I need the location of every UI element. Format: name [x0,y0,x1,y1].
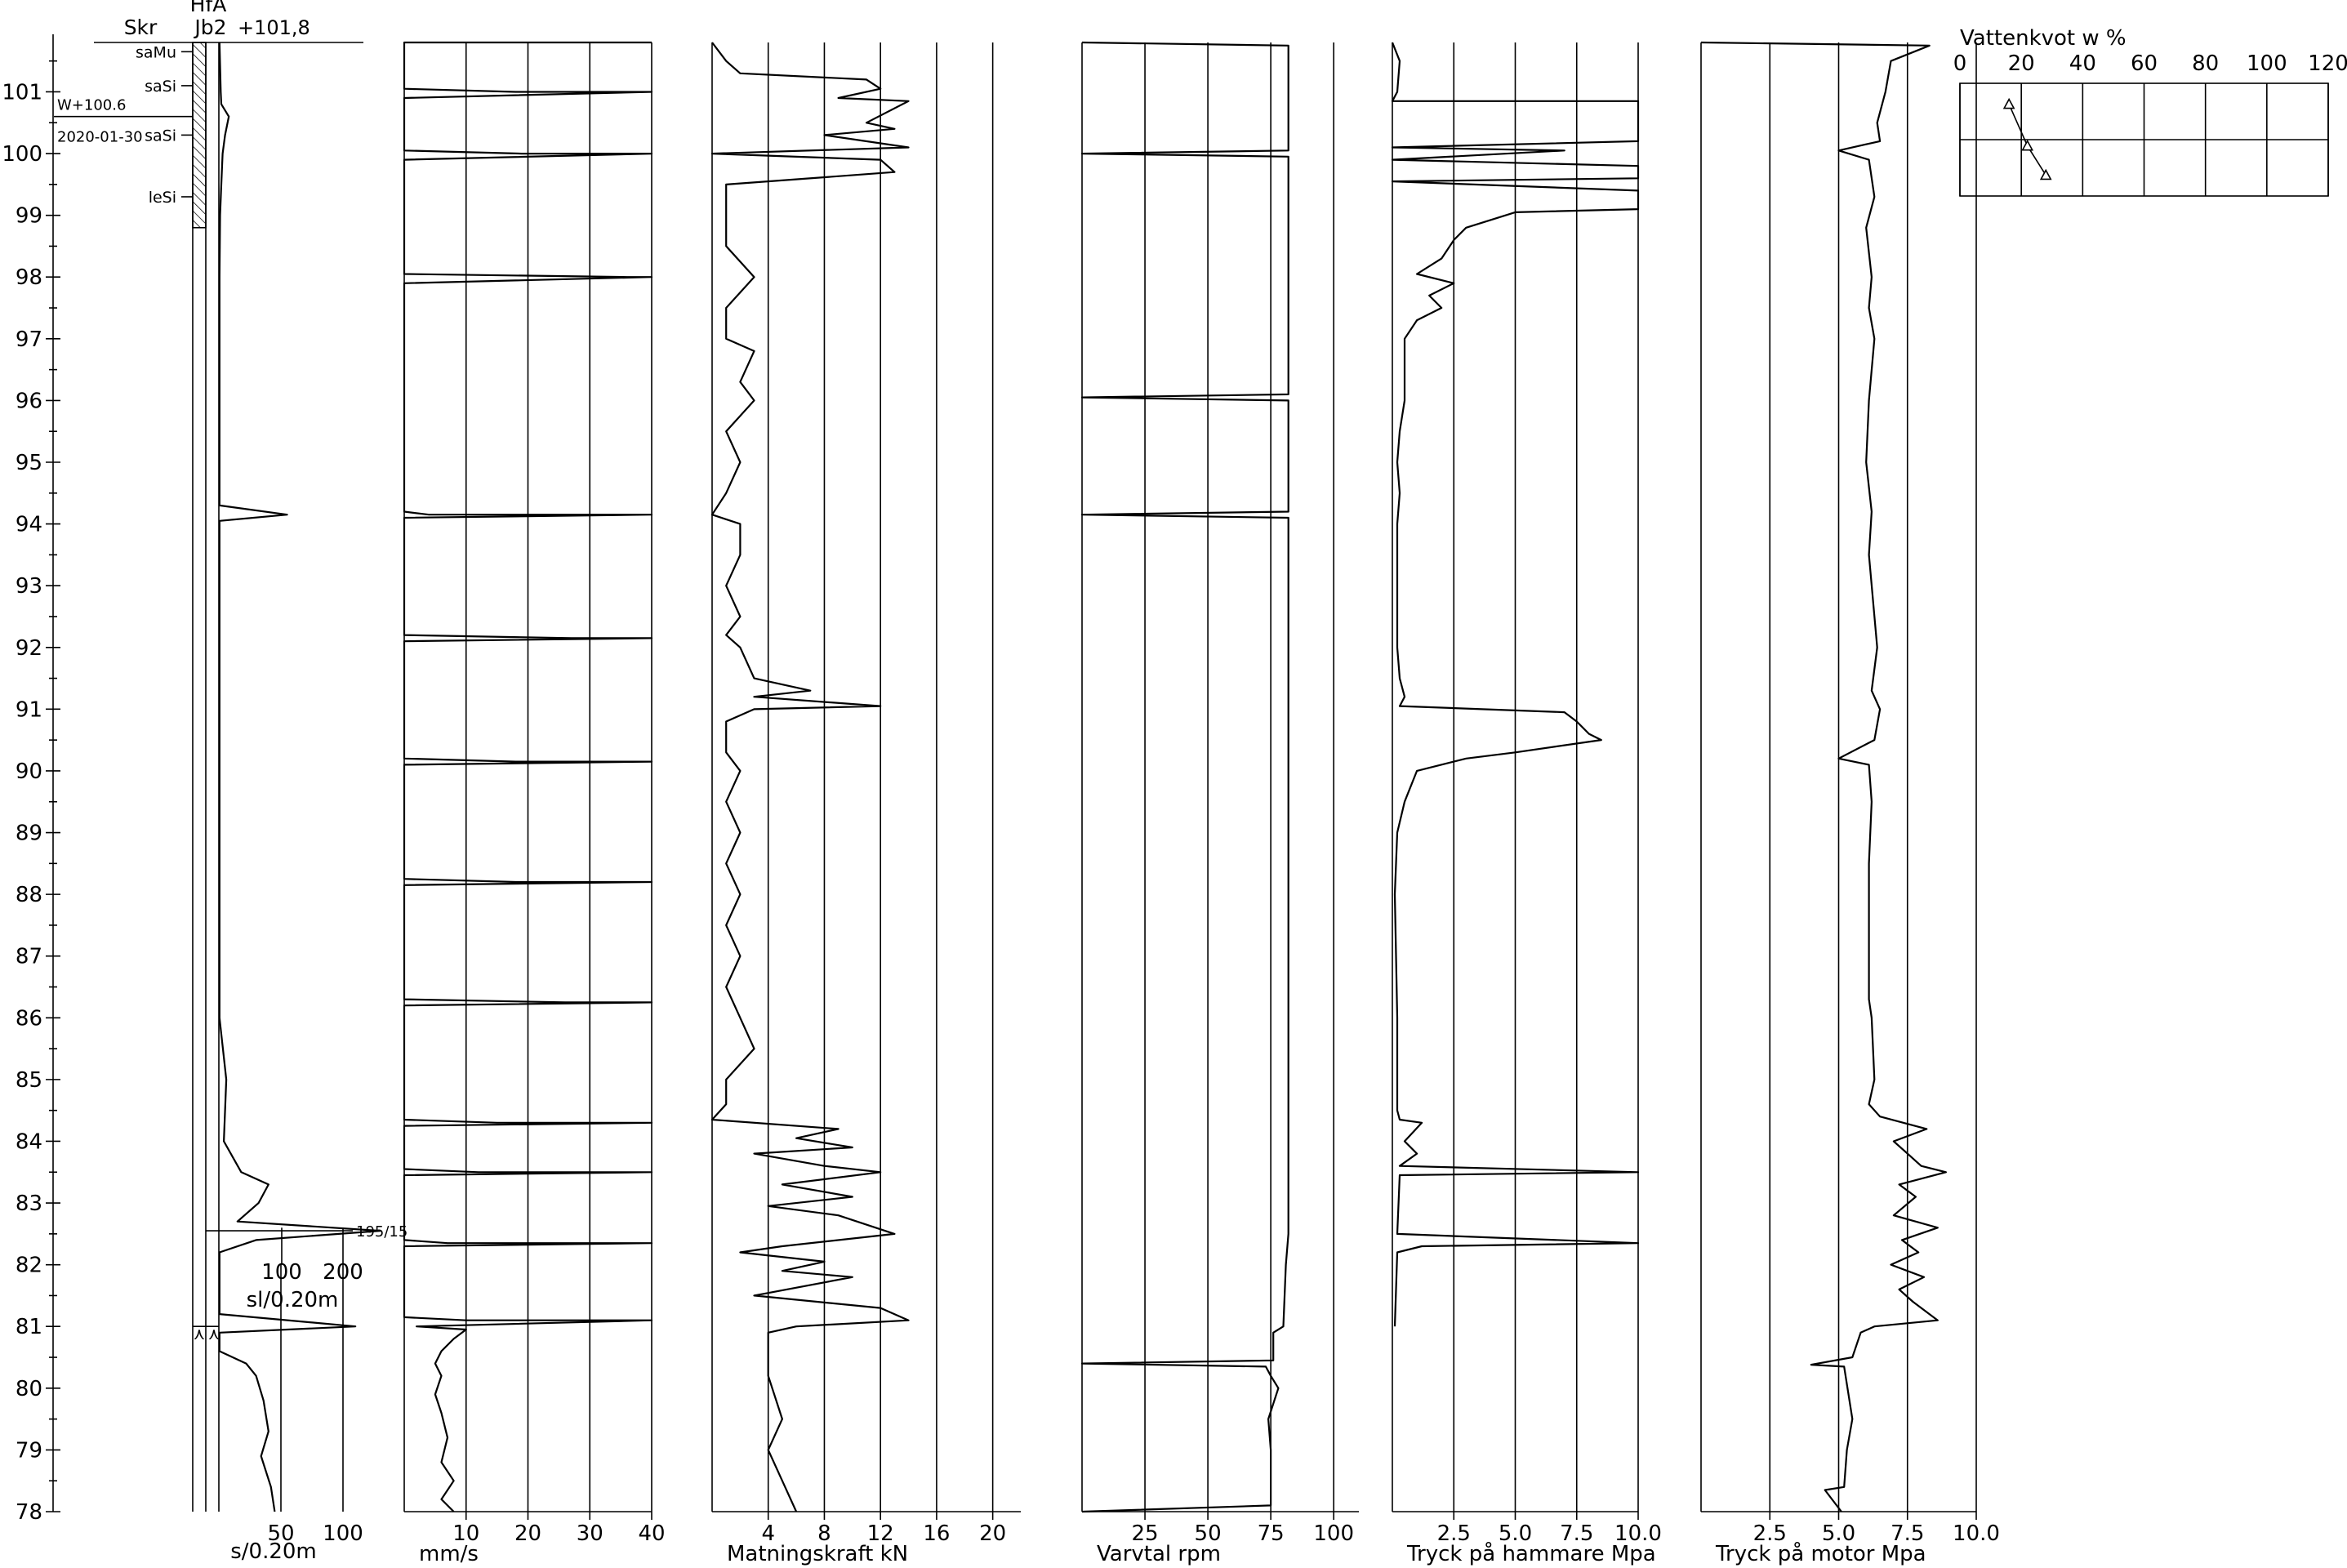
secondary-axis-label: sl/0.20m [247,1288,339,1312]
depth-tick-label: 90 [16,760,42,784]
header-elevation: +101,8 [238,16,310,39]
annotation-195-15: 195/15 [356,1223,407,1241]
groundwater-label: W+100.6 [57,97,126,114]
water-x-tick: 80 [2192,51,2219,76]
soil-layer-label: leSi [149,189,176,207]
panel-x-tick-label: 5.0 [1499,1521,1532,1546]
depth-tick-label: 98 [16,265,42,290]
panel-x-tick-label: 2.5 [1437,1521,1471,1546]
depth-tick-label: 88 [16,883,42,907]
panel-x-tick-label: 7.5 [1560,1521,1593,1546]
panel-x-label: Tryck på motor Mpa [1715,1541,1926,1566]
panel-x-tick-label: 20 [514,1521,541,1546]
water-x-tick: 40 [2069,51,2096,76]
soil-layer-label: saMu [136,43,176,61]
refusal-mark: ⋏ [208,1324,220,1343]
header-method: HfA [190,0,227,16]
panel-x-tick-label: 30 [577,1521,603,1546]
depth-tick-label: 94 [16,513,42,537]
series-penetration-rate [403,41,653,1512]
panel-x-tick-label: 7.5 [1891,1521,1924,1546]
panel-rotation: 25 50 75 100 Varvtal rpm [1080,41,1359,1566]
soil-column [192,42,207,229]
panel-x-tick-label: 8 [817,1521,831,1546]
sounding-x-tick: 100 [323,1521,363,1546]
secondary-tick: 200 [323,1260,363,1285]
depth-tick-label: 89 [16,822,42,846]
depth-tick-label: 85 [16,1068,42,1093]
panel-x-label: Matningskraft kN [727,1542,908,1566]
panel-x-tick-label: 20 [979,1521,1006,1546]
water-x-tick: 0 [1953,51,1967,76]
depth-tick-label: 97 [16,327,42,352]
depth-axis: 78 79 80 81 82 83 84 85 86 87 88 89 90 91 92 93 94 95 96 97… [2,34,60,1525]
header-skr: Skr [124,16,158,39]
panel-x-tick-label: 10 [452,1521,479,1546]
depth-tick-label: 92 [16,636,42,661]
panel-x-tick-label: 5.0 [1822,1521,1855,1546]
panel-x-tick-label: 25 [1131,1521,1158,1546]
panel-x-label: mm/s [419,1542,479,1566]
series-feed-force [710,42,910,1512]
depth-tick-label: 81 [16,1315,42,1339]
panel-feed-force: 4 8 12 16 20 Matningskraft kN [710,42,1021,1566]
panel-x-tick-label: 16 [923,1521,950,1546]
depth-tick-label: 93 [16,574,42,599]
depth-tick-label: 80 [16,1377,42,1401]
depth-tick-label: 78 [16,1500,42,1525]
sounding-x-label: s/0.20m [230,1539,317,1564]
panel-x-tick-label: 2.5 [1753,1521,1787,1546]
water-x-tick: 100 [2247,51,2287,76]
secondary-tick: 100 [261,1260,302,1285]
header-id: Jb2 [193,16,226,39]
depth-tick-label: 99 [16,204,42,229]
depth-tick-label: 82 [16,1254,42,1278]
panel-x-tick-label: 4 [761,1521,775,1546]
depth-tick-label: 79 [16,1438,42,1463]
depth-tick-label: 87 [16,945,42,969]
panel-penetration-rate: 10 20 30 40 mm/s [403,41,666,1566]
panel-motor-pressure: 2.5 5.0 7.5 10.0 Tryck på motor Mpa [1700,41,2000,1566]
water-point [2002,97,2015,109]
sounding-x-tick: 50 [267,1521,294,1546]
series-hammer-pressure [1391,42,1640,1327]
depth-tick-label: 83 [16,1192,42,1216]
panel-x-tick-label: 40 [638,1521,665,1546]
series-motor-pressure [1700,41,1947,1512]
panel-x-tick-label: 10.0 [1953,1521,2000,1546]
series-rotation [1080,41,1289,1513]
groundwater-date: 2020-01-30 [57,129,143,146]
panel-x-tick-label: 75 [1258,1521,1285,1546]
panel-x-tick-label: 12 [867,1521,894,1546]
water-title: Vattenkvot w % [1960,26,2127,51]
depth-tick-label: 91 [16,697,42,722]
water-x-tick: 20 [2008,51,2035,76]
water-x-tick: 60 [2131,51,2158,76]
panel-water-content: Vattenkvot w %0 20 40 60 80 100 120 [1953,26,2347,197]
depth-tick-label: 86 [16,1006,42,1031]
depth-tick-label: 96 [16,389,42,413]
soil-layer-label: saSi [145,127,176,145]
panel-x-tick-label: 10.0 [1614,1521,1662,1546]
series-sounding [218,42,381,1512]
soil-layer-label: saSi [145,78,176,96]
depth-tick-label: 100 [2,142,42,167]
depth-tick-label: 95 [16,451,42,475]
depth-tick-label: 84 [16,1129,42,1154]
depth-tick-label: 101 [2,80,42,105]
refusal-mark: ⋏ [194,1324,206,1343]
panel-x-label: Varvtal rpm [1097,1542,1221,1566]
panel-x-tick-label: 100 [1313,1521,1354,1546]
panel-x-tick-label: 50 [1195,1521,1222,1546]
panel-x-label: Tryck på hammare Mpa [1406,1541,1656,1566]
water-point [2021,139,2034,151]
water-point [2039,168,2052,180]
water-x-tick: 120 [2308,51,2347,76]
